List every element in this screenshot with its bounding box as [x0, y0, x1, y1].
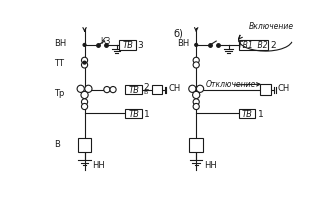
Circle shape	[81, 104, 88, 110]
Bar	[78, 138, 91, 152]
Circle shape	[83, 44, 86, 47]
Circle shape	[189, 86, 196, 93]
Bar	[260, 85, 271, 96]
Bar	[239, 109, 256, 119]
Circle shape	[193, 104, 199, 110]
Text: НН: НН	[92, 160, 105, 169]
Circle shape	[197, 86, 204, 93]
Text: 1: 1	[258, 109, 263, 118]
Circle shape	[81, 58, 88, 64]
Circle shape	[81, 63, 88, 69]
Circle shape	[85, 86, 92, 93]
Bar	[189, 138, 203, 152]
Circle shape	[195, 44, 198, 47]
Bar	[239, 40, 268, 51]
Text: НН: НН	[204, 160, 217, 169]
Circle shape	[83, 62, 86, 65]
Text: В: В	[54, 139, 60, 148]
Text: б): б)	[173, 29, 183, 39]
Text: Включение: Включение	[249, 22, 294, 31]
Text: ВН: ВН	[177, 39, 189, 48]
Circle shape	[193, 99, 199, 105]
Circle shape	[81, 92, 88, 99]
Text: ТВ: ТВ	[128, 109, 139, 118]
Circle shape	[193, 58, 199, 64]
Text: ВН: ВН	[54, 39, 66, 48]
Text: СН: СН	[277, 83, 289, 92]
Circle shape	[193, 63, 199, 69]
Circle shape	[193, 92, 200, 99]
Bar	[152, 85, 162, 95]
Text: 2: 2	[270, 41, 276, 50]
Bar	[125, 85, 142, 95]
Text: КЗ: КЗ	[100, 37, 110, 46]
Circle shape	[104, 87, 110, 93]
Circle shape	[110, 87, 116, 93]
Text: Тр: Тр	[54, 89, 64, 98]
Text: 3: 3	[138, 41, 143, 50]
Circle shape	[77, 86, 84, 93]
Text: ТВ: ТВ	[128, 86, 139, 95]
Text: 1: 1	[144, 109, 150, 118]
Text: 2: 2	[144, 83, 150, 92]
Text: В: В	[144, 89, 148, 94]
Bar	[125, 109, 142, 119]
Text: Отключение: Отключение	[206, 80, 256, 88]
Bar	[119, 41, 136, 50]
Text: ТВ: ТВ	[242, 109, 253, 118]
Circle shape	[81, 99, 88, 105]
Text: ТВ1  В2: ТВ1 В2	[238, 41, 268, 50]
Text: ТТ: ТТ	[54, 59, 64, 68]
Text: СН: СН	[168, 83, 181, 92]
Text: ТВ: ТВ	[122, 41, 133, 50]
